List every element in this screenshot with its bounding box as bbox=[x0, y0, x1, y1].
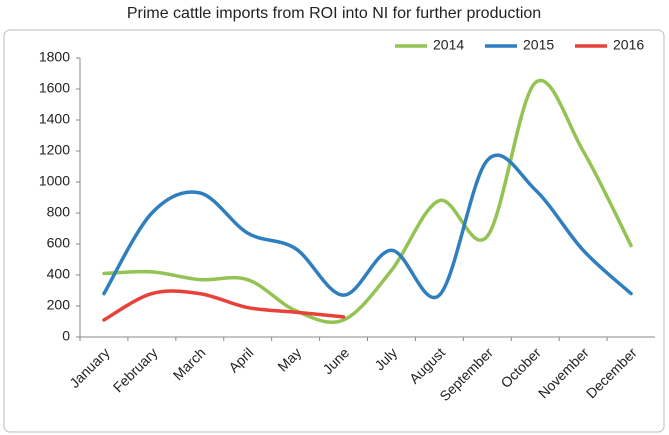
legend-label: 2016 bbox=[613, 37, 644, 53]
y-tick-label: 1000 bbox=[39, 173, 70, 189]
x-tick-label: July bbox=[371, 344, 400, 373]
x-tick-label: May bbox=[274, 344, 304, 374]
legend-label: 2014 bbox=[433, 37, 464, 53]
y-tick-label: 1200 bbox=[39, 142, 70, 158]
chart-title: Prime cattle imports from ROI into NI fo… bbox=[127, 5, 541, 22]
x-tick-label: January bbox=[66, 344, 113, 391]
y-tick-label: 1800 bbox=[39, 49, 70, 65]
series-line bbox=[102, 153, 633, 300]
y-tick-label: 1400 bbox=[39, 111, 70, 127]
x-tick-label: October bbox=[497, 344, 544, 391]
x-tick-label: March bbox=[170, 344, 209, 383]
series-line bbox=[102, 78, 633, 325]
y-tick-label: 800 bbox=[47, 204, 71, 220]
x-tick-label: November bbox=[535, 344, 592, 401]
x-tick-label: February bbox=[110, 344, 161, 395]
chart-frame bbox=[3, 29, 665, 433]
x-tick-label: August bbox=[406, 344, 448, 386]
y-tick-label: 200 bbox=[47, 297, 71, 313]
x-tick-label: December bbox=[583, 344, 640, 401]
y-tick-label: 1600 bbox=[39, 80, 70, 96]
y-tick-label: 600 bbox=[47, 235, 71, 251]
series-line bbox=[102, 289, 346, 322]
legend-label: 2015 bbox=[523, 37, 554, 53]
y-tick-label: 400 bbox=[47, 266, 71, 282]
x-tick-label: June bbox=[320, 344, 353, 377]
y-tick-label: 0 bbox=[62, 328, 70, 344]
x-tick-label: April bbox=[225, 344, 256, 375]
